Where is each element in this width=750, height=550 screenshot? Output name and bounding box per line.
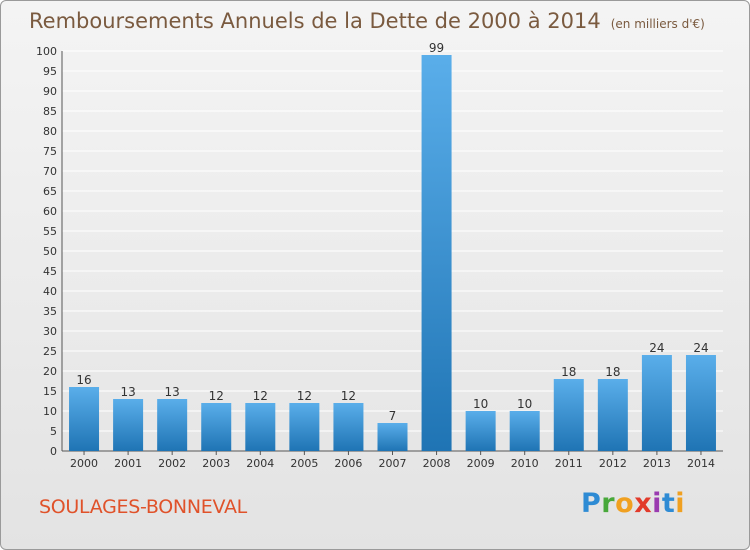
logo-letter: t [661,488,676,519]
bar [377,423,408,451]
y-tick-label: 50 [43,245,57,258]
x-tick-label: 2013 [643,457,671,470]
x-tick-label: 2011 [555,457,583,470]
bar [597,379,628,451]
y-tick-label: 15 [43,385,57,398]
x-tick-label: 2009 [467,457,495,470]
x-tick-label: 2004 [246,457,274,470]
y-tick-label: 30 [43,325,57,338]
y-tick-label: 80 [43,125,57,138]
commune-name: SOULAGES-BONNEVAL [39,496,247,518]
y-tick-label: 55 [43,225,57,238]
x-tick-label: 2003 [202,457,230,470]
data-label: 13 [165,385,180,399]
y-tick-label: 60 [43,205,57,218]
y-tick-label: 40 [43,285,57,298]
y-tick-label: 35 [43,305,57,318]
data-label: 99 [429,41,444,55]
bar [113,399,144,451]
x-tick-label: 2000 [70,457,98,470]
bar [553,379,584,451]
data-label: 12 [297,389,312,403]
y-tick-label: 10 [43,405,57,418]
proxiti-logo: Proxiti [581,488,685,519]
x-tick-label: 2007 [379,457,407,470]
data-label: 12 [341,389,356,403]
y-tick-label: 100 [36,45,57,58]
data-label: 7 [389,409,397,423]
y-tick-label: 45 [43,265,57,278]
data-label: 10 [473,397,488,411]
chart-title: Remboursements Annuels de la Dette de 20… [29,9,705,33]
x-tick-label: 2005 [290,457,318,470]
chart-unit: (en milliers d'€) [610,17,705,31]
data-label: 12 [253,389,268,403]
bar [157,399,188,451]
y-tick-label: 20 [43,365,57,378]
y-tick-label: 65 [43,185,57,198]
y-tick-label: 0 [50,445,57,458]
data-label: 18 [561,365,576,379]
x-tick-label: 2010 [511,457,539,470]
y-tick-label: 5 [50,425,57,438]
logo-letter: P [581,488,602,519]
chart-title-text: Remboursements Annuels de la Dette de 20… [29,9,601,33]
bar [289,403,320,451]
x-tick-label: 2002 [158,457,186,470]
bar [69,387,100,451]
logo-letter: r [601,488,616,519]
bar [465,411,496,451]
logo-letter: i [675,488,686,519]
y-tick-label: 90 [43,85,57,98]
x-tick-label: 2001 [114,457,142,470]
bar [509,411,540,451]
data-label: 13 [120,385,135,399]
data-label: 24 [649,341,664,355]
data-label: 12 [209,389,224,403]
bar [333,403,364,451]
bar [201,403,232,451]
data-label: 24 [693,341,708,355]
y-tick-label: 75 [43,145,57,158]
bar [685,355,716,451]
logo-letter: x [634,488,653,519]
bar [421,55,452,451]
x-tick-label: 2012 [599,457,627,470]
x-tick-label: 2006 [334,457,362,470]
data-label: 18 [605,365,620,379]
logo-letter: o [615,488,635,519]
bar [245,403,276,451]
y-tick-label: 95 [43,65,57,78]
data-label: 10 [517,397,532,411]
data-label: 16 [76,373,91,387]
y-tick-label: 25 [43,345,57,358]
bar [641,355,672,451]
x-tick-label: 2014 [687,457,715,470]
logo-letter: i [652,488,662,519]
y-tick-label: 70 [43,165,57,178]
y-tick-label: 85 [43,105,57,118]
x-tick-label: 2008 [423,457,451,470]
